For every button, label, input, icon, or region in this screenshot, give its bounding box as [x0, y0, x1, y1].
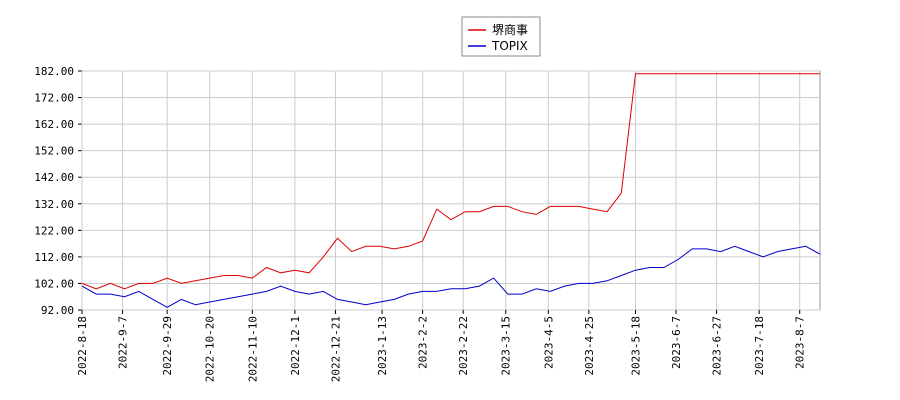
y-tick-label: 142.00 [34, 171, 74, 184]
plot-frame [81, 70, 821, 311]
x-tick-label: 2022-12-1 [289, 316, 302, 376]
legend [461, 16, 541, 57]
x-tick-label: 2023-5-18 [630, 316, 643, 376]
y-tick-label: 122.00 [34, 224, 74, 237]
x-tick-label: 2022-9-29 [161, 316, 174, 376]
x-tick-label: 2023-8-7 [794, 316, 807, 369]
x-tick-label: 2023-6-27 [711, 316, 724, 376]
legend-box [461, 16, 541, 57]
x-tick-label: 2023-4-25 [583, 316, 596, 376]
y-tick-label: 182.00 [34, 65, 74, 78]
y-tick-label: 102.00 [34, 277, 74, 290]
y-tick-label: 92.00 [41, 304, 74, 317]
x-tick-label: 2022-12-21 [329, 316, 342, 382]
x-tick-label: 2023-2-2 [417, 316, 430, 369]
legend-label: TOPIX [491, 39, 528, 53]
x-tick-label: 2023-2-22 [457, 316, 470, 376]
x-tick-label: 2022-9-7 [117, 316, 130, 369]
series-line [81, 73, 820, 290]
y-tick-label: 162.00 [34, 118, 74, 131]
legend-label: 堺商事 [492, 22, 528, 37]
y-tick-label: 172.00 [34, 92, 74, 105]
y-tick-label: 112.00 [34, 251, 74, 264]
series-line [81, 245, 821, 308]
x-tick-label: 2023-4-5 [542, 316, 555, 369]
y-tick-label: 152.00 [34, 145, 74, 158]
x-tick-label: 2022-8-18 [76, 316, 89, 376]
x-tick-label: 2023-7-18 [753, 316, 766, 376]
x-tick-label: 2023-6-7 [670, 316, 683, 369]
y-tick-label: 132.00 [34, 198, 74, 211]
x-tick-label: 2023-3-15 [500, 316, 513, 376]
x-tick-label: 2022-10-20 [204, 316, 217, 382]
x-tick-label: 2022-11-10 [246, 316, 259, 382]
x-tick-label: 2023-1-13 [376, 316, 389, 376]
